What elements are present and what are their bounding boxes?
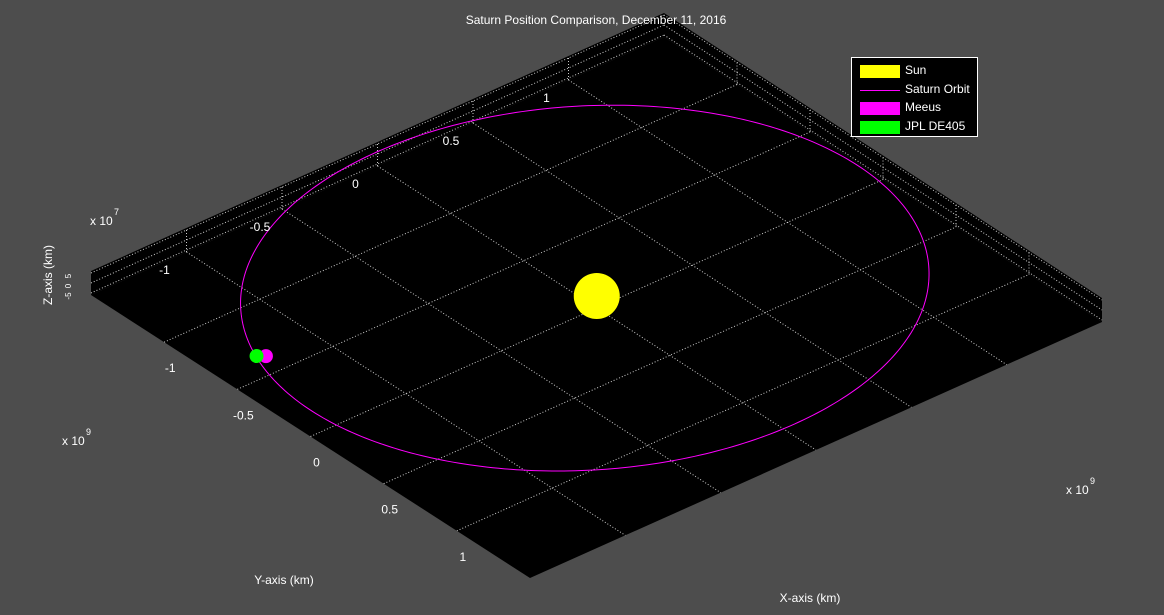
z-exponent-power: 7	[114, 207, 119, 217]
grid-line-z-right	[663, 14, 1103, 301]
meeus-swatch	[860, 102, 900, 115]
y-tick-label: -0.5	[250, 220, 271, 234]
x-tick-label: 0	[313, 456, 320, 470]
jpl-de405-marker	[249, 349, 264, 364]
x-exponent-power: 9	[1090, 476, 1095, 486]
legend-label-saturn-orbit: Saturn Orbit	[905, 82, 970, 96]
y-exponent-power: 9	[86, 427, 91, 437]
grid-line-y	[472, 122, 912, 408]
legend-item-saturn-orbit: Saturn Orbit	[860, 81, 976, 97]
x-exponent-label: x 10	[1066, 483, 1089, 497]
orbit-layer	[240, 104, 930, 472]
z-exponent-label: x 10	[90, 214, 113, 228]
legend-label-meeus: Meeus	[905, 100, 942, 114]
legend: Sun Saturn Orbit Meeus JPL DE405	[851, 57, 978, 137]
grid-line-y	[568, 79, 1007, 366]
z-tick-label: 5	[64, 273, 73, 278]
grid-line-z-right	[663, 24, 1103, 311]
legend-label-sun: Sun	[905, 63, 927, 77]
legend-label-jpl-de405: JPL DE405	[905, 119, 966, 133]
orbit-line-swatch	[860, 90, 900, 91]
x-axis-label: X-axis (km)	[780, 591, 841, 605]
label-layer: Saturn Position Comparison, December 11,…	[41, 13, 1095, 605]
z-axis-label: Z-axis (km)	[41, 245, 55, 305]
x-tick-label: 0.5	[381, 503, 398, 517]
x-tick-label: -0.5	[233, 408, 254, 422]
legend-item-jpl-de405: JPL DE405	[860, 118, 976, 134]
y-axis-label: Y-axis (km)	[254, 573, 314, 587]
sun-swatch	[860, 65, 900, 78]
grid-line-y	[281, 208, 721, 494]
y-tick-label: 0.5	[443, 134, 460, 148]
y-tick-label: -1	[159, 263, 170, 277]
legend-item-meeus: Meeus	[860, 99, 976, 115]
z-tick-label: 0	[64, 283, 73, 288]
saturn-orbit-line	[240, 104, 930, 472]
y-tick-label: 1	[543, 91, 550, 105]
grid-line-z-right	[663, 34, 1103, 321]
y-exponent-label: x 10	[62, 434, 85, 448]
x-tick-label: 1	[459, 550, 466, 564]
x-tick-label: -1	[165, 361, 176, 375]
sun-marker	[573, 273, 620, 319]
legend-item-sun: Sun	[860, 62, 976, 78]
jpl-swatch	[860, 121, 900, 134]
z-tick-label: -5	[64, 292, 73, 300]
y-tick-label: 0	[352, 177, 359, 191]
grid-line-y	[186, 251, 626, 536]
marker-layer	[249, 273, 620, 364]
chart-title: Saturn Position Comparison, December 11,…	[466, 13, 727, 27]
tick-layer: -1 -0.5 0 0.5 1 -1 -0.5 0 0.5 1 -5 0 5	[64, 91, 550, 564]
